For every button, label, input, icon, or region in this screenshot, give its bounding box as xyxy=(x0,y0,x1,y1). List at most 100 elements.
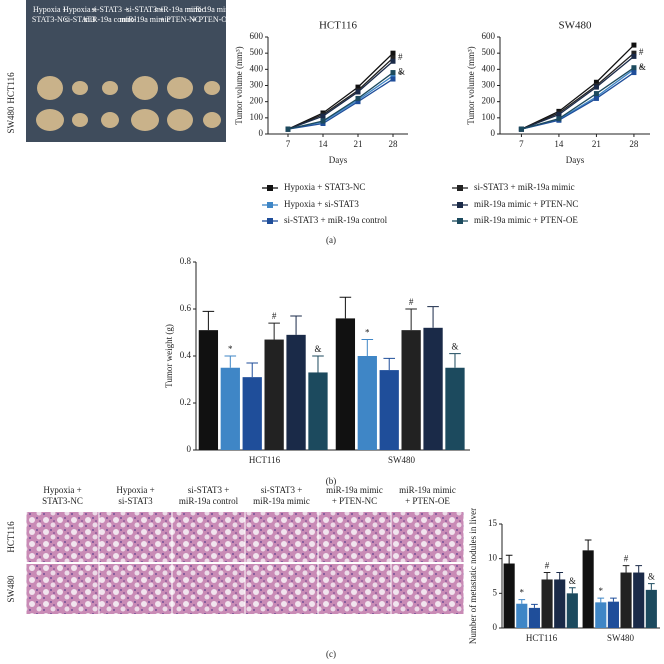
series-marker xyxy=(390,76,396,82)
legend-label: Hypoxia + si-STAT3 xyxy=(284,199,359,209)
series-marker xyxy=(390,58,396,64)
significance-marker: & xyxy=(451,342,458,352)
series-line xyxy=(287,52,394,130)
significance-marker: * xyxy=(599,586,604,596)
bar xyxy=(308,372,328,450)
panel-label: (c) xyxy=(326,649,336,659)
histology-image xyxy=(245,564,318,614)
histology-image xyxy=(318,512,391,562)
histology-row-label: SW480 xyxy=(6,575,16,603)
histology-column-label: si-STAT3 + xyxy=(261,485,303,495)
y-tick-label: 0.2 xyxy=(180,397,191,407)
series-marker xyxy=(593,79,599,85)
y-tick-label: 100 xyxy=(250,112,264,122)
series-marker xyxy=(593,84,599,90)
histology-image xyxy=(245,512,318,562)
histology-column-label: STAT3-NC xyxy=(42,496,83,506)
legend-swatch xyxy=(267,218,273,224)
significance-marker: * xyxy=(398,70,403,80)
series-marker xyxy=(390,70,396,76)
y-tick-label: 500 xyxy=(250,47,264,57)
legend-swatch xyxy=(457,202,463,208)
series-line xyxy=(521,72,635,130)
y-tick-label: 0.4 xyxy=(180,350,192,360)
bar xyxy=(242,377,262,450)
y-tick-label: 0.8 xyxy=(180,256,192,266)
histology-image xyxy=(26,512,99,562)
bar xyxy=(541,579,553,628)
series-marker xyxy=(355,89,361,95)
error-bar xyxy=(202,310,215,331)
panel-label: (b) xyxy=(326,476,337,486)
series-line xyxy=(287,60,394,130)
bar xyxy=(645,589,657,628)
histology-row-label: HCT116 xyxy=(6,521,16,553)
bar xyxy=(554,579,566,628)
series-marker xyxy=(320,118,326,124)
series-marker xyxy=(355,99,361,105)
series-line xyxy=(521,67,635,130)
bar xyxy=(198,330,219,450)
series-line xyxy=(521,44,635,130)
y-tick-label: 0 xyxy=(493,622,498,632)
histology-column-label: + PTEN-OE xyxy=(405,496,450,506)
series-marker xyxy=(556,116,562,122)
x-axis-label: Days xyxy=(566,155,585,165)
significance-marker: # xyxy=(409,297,414,307)
y-tick-label: 10 xyxy=(488,553,498,563)
bar xyxy=(607,601,619,628)
error-bar xyxy=(427,306,439,328)
photo-column-label: si-STAT3 xyxy=(65,15,95,24)
series-marker xyxy=(285,126,291,132)
histology-column-label: miR-19a mimic xyxy=(326,485,383,495)
y-axis-label: Tumor weight (g) xyxy=(164,324,174,388)
x-tick-label: HCT116 xyxy=(249,455,281,465)
y-axis-label: Number of metastatic nodules in liver xyxy=(468,508,478,644)
error-bar xyxy=(449,353,461,368)
bar xyxy=(379,370,399,450)
error-bar xyxy=(610,597,617,602)
y-axis-label: Tumor volume (mm³) xyxy=(466,46,476,124)
y-tick-label: 0.6 xyxy=(180,303,192,313)
bar xyxy=(582,550,594,628)
significance-marker: # xyxy=(272,311,277,321)
significance-marker: # xyxy=(639,47,644,57)
significance-marker: & xyxy=(639,62,646,72)
tumor-shapes xyxy=(36,76,221,131)
bar xyxy=(357,356,377,450)
histology-column-label: + PTEN-NC xyxy=(332,496,377,506)
bar xyxy=(401,330,421,450)
legend-swatch xyxy=(457,218,463,224)
series-marker xyxy=(631,65,637,71)
bar xyxy=(595,602,607,628)
series-marker xyxy=(593,91,599,97)
error-bar xyxy=(622,565,630,573)
legend-swatch xyxy=(457,185,463,191)
photo-column-label: miR-19a mimic xyxy=(120,15,171,24)
series-marker xyxy=(355,95,361,101)
series-marker xyxy=(390,73,396,79)
photo-row-label: HCT116 xyxy=(6,72,16,104)
series-line xyxy=(287,72,394,130)
significance-marker: * xyxy=(639,63,644,73)
series-marker xyxy=(390,55,396,61)
histology-column-label: miR-19a control xyxy=(179,496,239,506)
y-tick-label: 600 xyxy=(482,31,496,41)
photo-column-label: miR-19a mimic xyxy=(187,5,238,14)
x-tick-label: 21 xyxy=(354,139,363,149)
histology-image xyxy=(99,564,172,614)
y-tick-label: 500 xyxy=(482,47,496,57)
y-tick-label: 200 xyxy=(250,96,264,106)
photo-column-label: miR-19a control xyxy=(84,15,137,24)
error-bar xyxy=(246,362,259,378)
error-bar xyxy=(339,296,352,319)
error-bar xyxy=(268,322,280,340)
legend-swatch xyxy=(267,185,273,191)
error-bar xyxy=(569,587,576,594)
series-marker xyxy=(631,53,637,59)
x-tick-label: HCT116 xyxy=(526,633,558,643)
x-tick-label: 14 xyxy=(554,139,564,149)
error-bar xyxy=(383,357,396,371)
histology-image xyxy=(99,512,172,562)
significance-marker: # xyxy=(624,554,629,564)
